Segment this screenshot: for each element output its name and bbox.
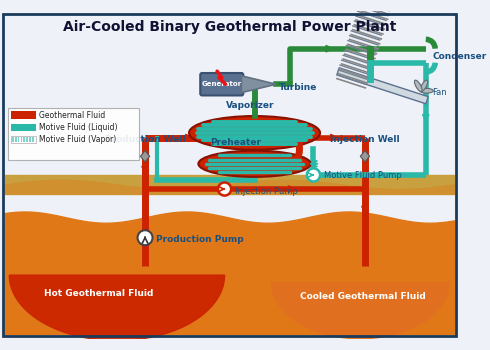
Ellipse shape: [198, 150, 311, 177]
Text: Cooled Geothermal Fluid: Cooled Geothermal Fluid: [300, 292, 426, 301]
Ellipse shape: [420, 80, 428, 92]
Ellipse shape: [189, 116, 320, 150]
FancyBboxPatch shape: [26, 136, 28, 142]
FancyBboxPatch shape: [11, 136, 36, 143]
FancyBboxPatch shape: [200, 73, 244, 96]
FancyBboxPatch shape: [15, 136, 17, 142]
Text: Preheater: Preheater: [210, 138, 261, 147]
FancyBboxPatch shape: [11, 111, 36, 119]
FancyBboxPatch shape: [29, 136, 31, 142]
Polygon shape: [360, 150, 369, 162]
Text: Air-Cooled Binary Geothermal Power Plant: Air-Cooled Binary Geothermal Power Plant: [63, 20, 396, 34]
Text: Generator: Generator: [202, 81, 242, 87]
Text: Injection Well: Injection Well: [330, 135, 400, 144]
Text: Vaporizer: Vaporizer: [225, 102, 274, 111]
FancyBboxPatch shape: [8, 107, 140, 160]
FancyBboxPatch shape: [21, 136, 22, 142]
FancyBboxPatch shape: [12, 136, 14, 142]
Text: Turbine: Turbine: [279, 83, 317, 92]
Text: Hot Geothermal Fluid: Hot Geothermal Fluid: [44, 289, 153, 298]
Circle shape: [218, 182, 231, 196]
Polygon shape: [271, 282, 449, 339]
Text: Production Pump: Production Pump: [156, 235, 244, 244]
Text: Injection Pump: Injection Pump: [235, 187, 297, 196]
Polygon shape: [9, 275, 224, 341]
FancyBboxPatch shape: [32, 136, 33, 142]
Text: Geothermal Fluid: Geothermal Fluid: [39, 111, 105, 120]
FancyBboxPatch shape: [11, 124, 36, 131]
Text: Motive Fluid Pump: Motive Fluid Pump: [324, 170, 401, 180]
Polygon shape: [337, 68, 428, 104]
Ellipse shape: [415, 80, 422, 92]
Text: Condenser: Condenser: [432, 52, 487, 61]
Text: Fan: Fan: [432, 88, 447, 97]
Polygon shape: [242, 76, 276, 93]
FancyBboxPatch shape: [18, 136, 20, 142]
Polygon shape: [140, 150, 150, 162]
Text: Motive Fluid (Vapor): Motive Fluid (Vapor): [39, 135, 117, 144]
Text: Motive Fluid (Liquid): Motive Fluid (Liquid): [39, 123, 118, 132]
Circle shape: [138, 230, 152, 245]
Ellipse shape: [202, 75, 242, 93]
Text: Production Well: Production Well: [105, 135, 185, 144]
Ellipse shape: [420, 89, 433, 93]
Circle shape: [307, 168, 320, 182]
FancyBboxPatch shape: [24, 136, 25, 142]
